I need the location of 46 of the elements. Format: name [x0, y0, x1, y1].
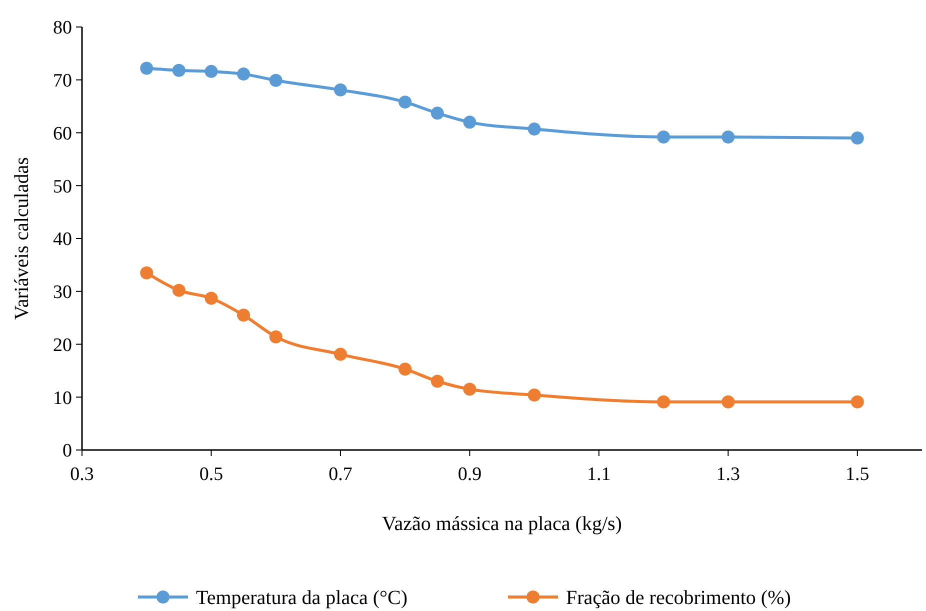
point — [172, 64, 186, 77]
point — [204, 64, 218, 78]
y-tick-label: 10 — [53, 388, 72, 409]
x-tick-label: 0.5 — [199, 464, 224, 485]
point — [204, 292, 218, 305]
point — [722, 130, 735, 144]
point — [528, 122, 541, 136]
legend-label: Fração de recobrimento (%) — [566, 587, 791, 609]
y-tick-label: 40 — [53, 229, 72, 250]
point — [269, 330, 282, 344]
x-axis-title: Vazão mássica na placa (kg/s) — [382, 513, 622, 535]
x-tick-label: 0.3 — [70, 464, 94, 485]
x-tick-label: 1.5 — [846, 464, 870, 485]
point — [140, 62, 154, 75]
point — [237, 308, 250, 322]
x-tick-label: 1.3 — [716, 464, 740, 485]
x-tick-label: 0.7 — [328, 464, 352, 485]
point — [430, 374, 444, 388]
y-axis-title: Variáveis calculadas — [11, 156, 33, 320]
point — [140, 266, 154, 280]
point — [237, 68, 250, 81]
point — [398, 362, 412, 376]
legend-label: Temperatura da placa (°C) — [196, 587, 408, 609]
y-tick-label: 80 — [53, 18, 72, 39]
point — [334, 83, 347, 96]
point — [657, 130, 670, 144]
point — [269, 74, 282, 87]
point — [334, 348, 347, 361]
point — [463, 116, 476, 129]
point — [850, 132, 864, 145]
y-tick-label: 20 — [53, 334, 72, 356]
x-tick-label: 0.9 — [458, 464, 482, 485]
y-tick-label: 0 — [62, 440, 72, 462]
point — [172, 284, 186, 297]
point — [430, 106, 444, 120]
y-tick-label: 50 — [53, 176, 72, 198]
y-tick-label: 70 — [53, 70, 72, 92]
y-tick-label: 60 — [53, 123, 72, 144]
x-tick-label: 1.1 — [587, 464, 611, 485]
point — [528, 388, 541, 402]
y-tick-label: 30 — [53, 282, 72, 304]
point — [398, 96, 412, 109]
point — [850, 395, 864, 408]
point — [657, 395, 670, 408]
point — [722, 395, 735, 408]
point — [463, 382, 476, 396]
